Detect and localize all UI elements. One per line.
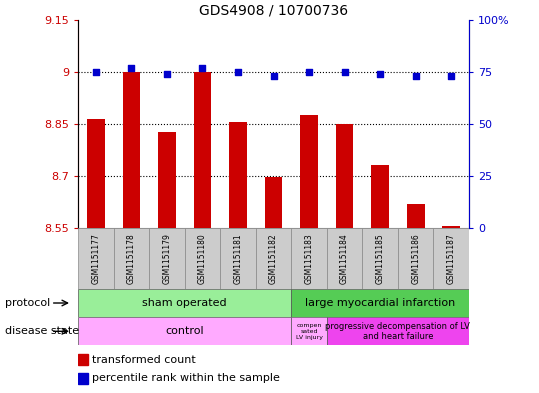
Bar: [78, 289, 291, 317]
Bar: [291, 228, 327, 289]
Bar: [78, 317, 291, 345]
Text: percentile rank within the sample: percentile rank within the sample: [92, 373, 280, 384]
Bar: [291, 317, 327, 345]
Bar: [87, 119, 105, 228]
Bar: [220, 228, 256, 289]
Point: [340, 68, 349, 75]
Text: GSM1151178: GSM1151178: [127, 233, 136, 284]
Text: compen
sated
LV injury: compen sated LV injury: [295, 323, 322, 340]
Text: GSM1151177: GSM1151177: [92, 233, 100, 284]
Bar: [256, 228, 291, 289]
Bar: [336, 124, 354, 228]
Bar: [327, 317, 469, 345]
Text: GSM1151183: GSM1151183: [305, 233, 314, 284]
Bar: [114, 228, 149, 289]
Text: GSM1151180: GSM1151180: [198, 233, 207, 284]
Text: GSM1151184: GSM1151184: [340, 233, 349, 284]
Bar: [371, 165, 389, 228]
Bar: [291, 289, 469, 317]
Bar: [78, 228, 114, 289]
Bar: [185, 228, 220, 289]
Bar: [78, 354, 87, 365]
Text: protocol: protocol: [5, 298, 51, 308]
Text: large myocardial infarction: large myocardial infarction: [305, 298, 455, 308]
Bar: [265, 176, 282, 228]
Point: [92, 68, 100, 75]
Text: GSM1151186: GSM1151186: [411, 233, 420, 284]
Point: [163, 71, 171, 77]
Title: GDS4908 / 10700736: GDS4908 / 10700736: [199, 3, 348, 17]
Point: [447, 73, 455, 79]
Bar: [149, 228, 185, 289]
Point: [234, 68, 243, 75]
Bar: [407, 204, 425, 228]
Text: GSM1151187: GSM1151187: [447, 233, 455, 284]
Bar: [78, 373, 87, 384]
Bar: [327, 228, 362, 289]
Bar: [229, 122, 247, 228]
Text: sham operated: sham operated: [142, 298, 227, 308]
Point: [305, 68, 313, 75]
Bar: [362, 228, 398, 289]
Bar: [194, 72, 211, 228]
Bar: [443, 226, 460, 228]
Point: [270, 73, 278, 79]
Text: control: control: [165, 326, 204, 336]
Point: [411, 73, 420, 79]
Point: [198, 64, 207, 71]
Point: [376, 71, 384, 77]
Point: [127, 64, 136, 71]
Bar: [398, 228, 433, 289]
Text: transformed count: transformed count: [92, 354, 196, 365]
Text: GSM1151185: GSM1151185: [376, 233, 385, 284]
Bar: [122, 72, 140, 228]
Bar: [433, 228, 469, 289]
Text: GSM1151181: GSM1151181: [233, 233, 243, 284]
Text: progressive decompensation of LV
and heart failure: progressive decompensation of LV and hea…: [326, 321, 471, 341]
Text: GSM1151179: GSM1151179: [162, 233, 171, 284]
Text: GSM1151182: GSM1151182: [269, 233, 278, 284]
Bar: [158, 132, 176, 228]
Bar: [300, 115, 318, 228]
Text: disease state: disease state: [5, 326, 80, 336]
